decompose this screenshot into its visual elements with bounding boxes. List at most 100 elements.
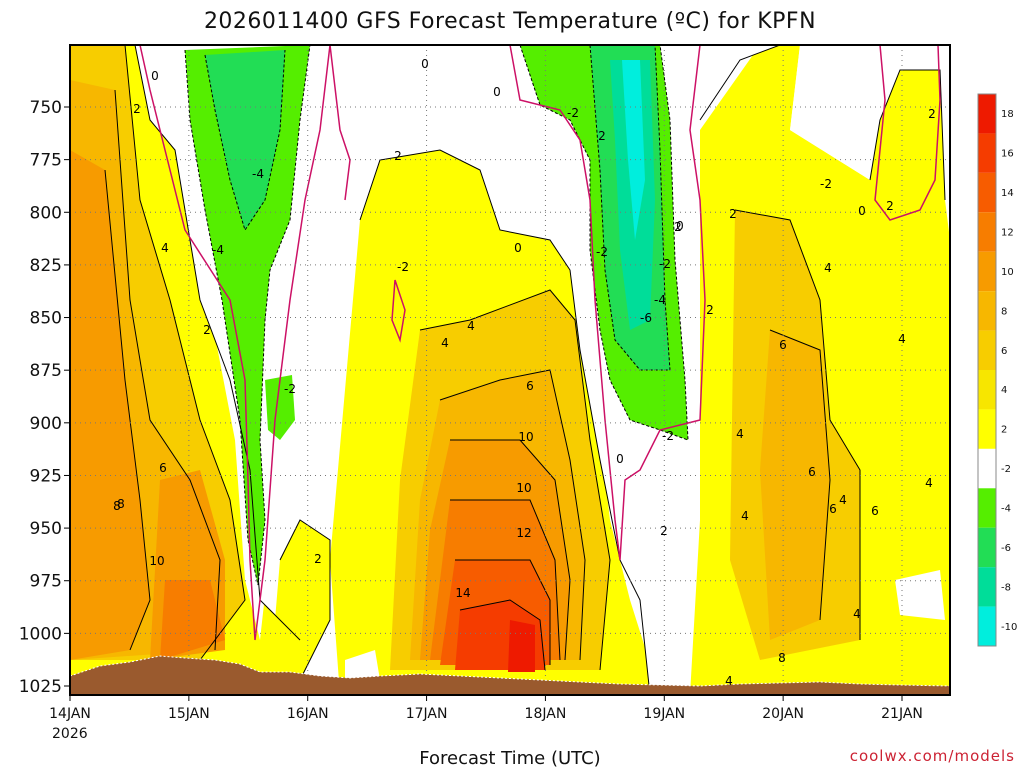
colorbar-label: -10	[1001, 622, 1017, 633]
contour-value-label: 6	[829, 502, 837, 516]
colorbar-label: 2	[1001, 425, 1007, 436]
band-white	[345, 650, 380, 680]
colorbar-label: 18	[1001, 109, 1014, 120]
y-tick-label: 775	[30, 151, 62, 171]
x-tick-label: 20JAN	[762, 706, 804, 722]
contour-value-label: 2	[203, 323, 211, 337]
contour-value-label: 0	[421, 57, 429, 71]
contour-value-label: -6	[640, 311, 652, 325]
contour-value-label: 4	[467, 319, 475, 333]
colorbar-segment	[978, 172, 996, 213]
contour-value-label: 2	[886, 199, 894, 213]
contour-value-label: 2	[598, 129, 606, 143]
colorbar-segment	[978, 291, 996, 331]
contour-value-label: 4	[736, 427, 744, 441]
colorbar-segment	[978, 212, 996, 252]
x-tick-year: 2026	[52, 726, 88, 742]
contour-value-label: -4	[252, 167, 264, 181]
chart-title: 2026011400 GFS Forecast Temperature (ºC)…	[204, 9, 816, 34]
colorbar-segment	[978, 527, 996, 568]
contour-value-label: 10	[516, 481, 531, 495]
contour-lines	[104, 45, 946, 695]
contour-value-label: 0	[676, 219, 684, 233]
colorbar-label: -6	[1001, 543, 1011, 554]
band-white	[895, 570, 945, 620]
colorbar-segment	[978, 133, 996, 173]
y-tick-label: 975	[30, 572, 62, 592]
colorbar-label: 12	[1001, 228, 1014, 239]
colorbar-frame	[977, 93, 997, 647]
contour-value-label: 2	[729, 207, 737, 221]
contour-value-label: 8	[117, 497, 125, 511]
terrain-edge	[70, 655, 950, 687]
x-tick-label: 15JAN	[168, 706, 210, 722]
contour-value-label: 4	[898, 332, 906, 346]
contour-value-label: -2	[662, 429, 674, 443]
colorbar-segment	[978, 488, 996, 528]
contour-value-label: 2	[314, 552, 322, 566]
band-10-12	[160, 580, 225, 660]
contour-value-label: 2	[660, 524, 668, 538]
contour-value-label: 4	[725, 674, 733, 688]
x-axis-label: Forecast Time (UTC)	[419, 748, 600, 768]
y-tick-label: 950	[30, 519, 62, 539]
band-white	[790, 45, 890, 180]
colorbar-label: 6	[1001, 346, 1007, 357]
colorbar: 18 16 14 12 10 8 6 4 2 -2 -4 -6 -8 -10	[977, 93, 1017, 647]
colorbar-label: 10	[1001, 267, 1014, 278]
band-2-4	[270, 520, 330, 680]
terrain	[70, 656, 950, 695]
colorbar-label: -2	[1001, 464, 1011, 475]
colorbar-label: 8	[1001, 306, 1007, 317]
y-axis: 750 775 800 825 850 875 900 925 950 975 1000 1025	[19, 98, 70, 697]
band-8-10	[70, 150, 150, 660]
zero-degree-contour	[139, 45, 941, 641]
contour-value-label: 6	[808, 465, 816, 479]
contour-value-label: 0	[858, 204, 866, 218]
contour-value-label: 4	[824, 261, 832, 275]
colorbar-segment	[978, 94, 996, 134]
band-neg-8-10	[622, 60, 645, 240]
contour-value-label: -4	[654, 293, 666, 307]
contour-value-label: 0	[151, 69, 159, 83]
contour-value-label: 8	[113, 499, 121, 513]
contour-value-label: 6	[779, 338, 787, 352]
contour-value-label: 4	[925, 476, 933, 490]
y-tick-label: 875	[30, 361, 62, 381]
band-6-8	[760, 330, 830, 640]
contour-value-label: 2	[133, 102, 141, 116]
colorbar-segment	[978, 330, 996, 370]
y-tick-label: 825	[30, 256, 62, 276]
grid	[70, 45, 950, 695]
y-tick-label: 1000	[19, 624, 62, 644]
contour-value-label: 2	[674, 220, 682, 234]
contour-value-label: -2	[567, 106, 579, 120]
contour-value-label: 8	[778, 651, 786, 665]
contour-value-label: 4	[161, 241, 169, 255]
contour-value-label: -2	[284, 382, 296, 396]
colorbar-segment	[978, 567, 996, 607]
y-tick-label: 750	[30, 98, 62, 118]
contour-value-label: 4	[741, 509, 749, 523]
colorbar-label: 16	[1001, 149, 1014, 160]
contour-value-label: -4	[212, 243, 224, 257]
colorbar-segment	[978, 251, 996, 292]
contour-value-label: 0	[616, 452, 624, 466]
colorbar-label: 4	[1001, 385, 1007, 396]
x-axis: 14JAN 15JAN 16JAN 17JAN 18JAN 19JAN 20JAN 21JAN	[49, 695, 923, 722]
contour-value-label: 6	[159, 461, 167, 475]
x-tick-label: 14JAN	[49, 706, 91, 722]
y-tick-label: 900	[30, 414, 62, 434]
colorbar-label: -8	[1001, 582, 1011, 593]
y-tick-label: 1025	[19, 677, 62, 697]
contour-value-label: 4	[441, 336, 449, 350]
band-neg-2-4	[185, 45, 310, 585]
band-neg-2-4	[265, 375, 295, 440]
x-tick-label: 21JAN	[881, 706, 923, 722]
contour-value-label: 4	[853, 607, 861, 621]
band-16-18	[508, 620, 535, 672]
contour-value-label: 2	[394, 149, 402, 163]
